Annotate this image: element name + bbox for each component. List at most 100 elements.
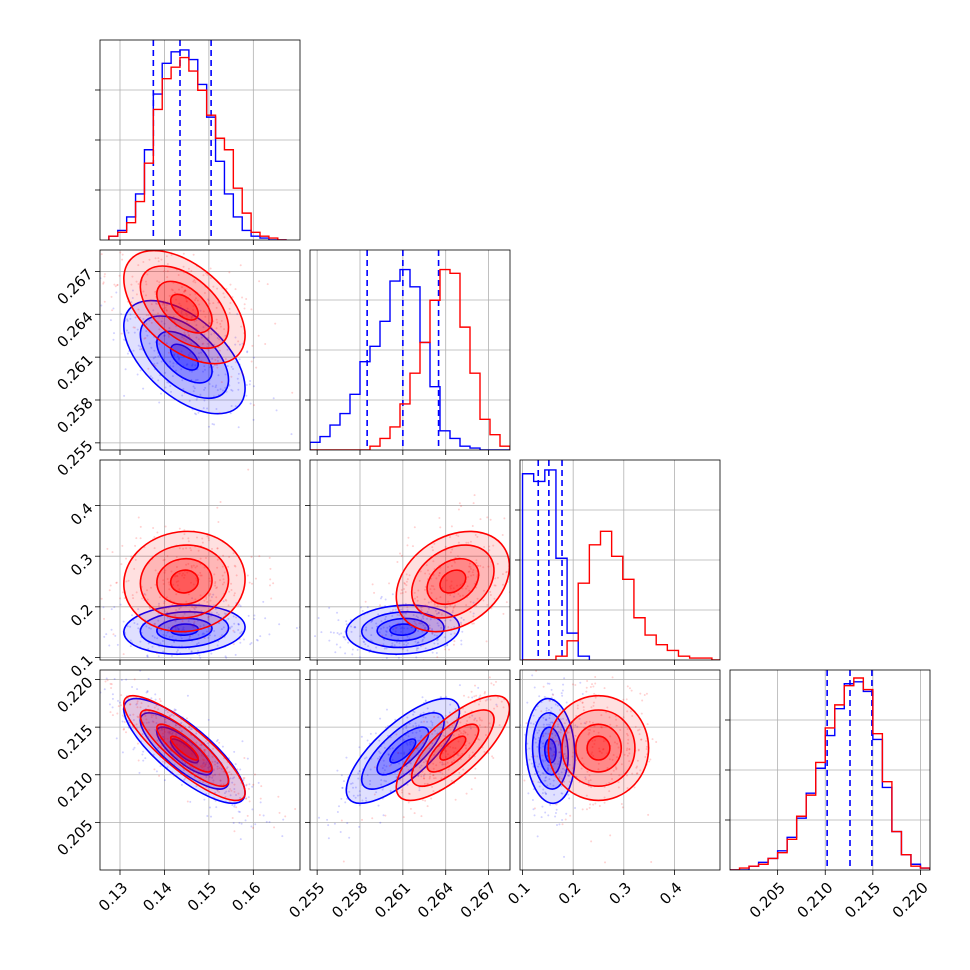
scatter-point — [432, 745, 435, 748]
scatter-point — [110, 295, 113, 298]
scatter-point — [119, 597, 122, 600]
x-tick-label: 0.4 — [656, 879, 686, 909]
scatter-point — [173, 575, 176, 578]
scatter-point — [194, 598, 197, 601]
scatter-point — [600, 752, 603, 755]
scatter-point — [221, 745, 224, 748]
scatter-point — [400, 554, 403, 557]
scatter-point — [557, 730, 560, 733]
scatter-point — [213, 332, 216, 335]
scatter-point — [146, 273, 149, 276]
scatter-point — [170, 390, 173, 393]
scatter-point — [477, 738, 480, 741]
scatter-point — [159, 765, 162, 768]
scatter-point — [125, 731, 128, 734]
scatter-point — [108, 589, 111, 592]
scatter-point — [205, 596, 208, 599]
scatter-point — [181, 716, 184, 719]
scatter-point — [155, 704, 158, 707]
scatter-point — [415, 647, 418, 650]
contour-line — [123, 604, 246, 655]
scatter-point — [174, 724, 177, 727]
scatter-point — [195, 579, 198, 582]
scatter-point — [421, 615, 424, 618]
scatter-point — [193, 608, 196, 611]
scatter-point — [157, 746, 160, 749]
density-fill — [575, 724, 622, 772]
scatter-point — [169, 360, 172, 363]
scatter-point — [540, 710, 543, 713]
scatter-point — [361, 799, 364, 802]
scatter-point — [222, 554, 225, 557]
scatter-point — [549, 803, 552, 806]
histogram-blue — [730, 681, 930, 870]
scatter-point — [255, 366, 258, 369]
scatter-point — [432, 767, 435, 770]
scatter-point — [182, 388, 185, 391]
scatter-point — [172, 583, 175, 586]
scatter-point — [633, 786, 636, 789]
contour-line — [426, 723, 480, 773]
scatter-point — [548, 713, 551, 716]
scatter-point — [375, 646, 378, 649]
scatter-point — [542, 734, 545, 737]
scatter-point — [177, 318, 180, 321]
scatter-point — [201, 541, 204, 544]
scatter-point — [237, 372, 240, 375]
scatter-point — [566, 731, 569, 734]
scatter-point — [230, 625, 233, 628]
scatter-point — [129, 703, 132, 706]
scatter-point — [345, 623, 348, 626]
scatter-point — [544, 779, 547, 782]
scatter-point — [113, 332, 116, 335]
scatter-point — [608, 716, 611, 719]
scatter-point — [377, 613, 380, 616]
scatter-point — [257, 334, 260, 337]
scatter-point — [647, 813, 650, 816]
scatter-point — [457, 508, 460, 511]
scatter-point — [182, 265, 185, 268]
scatter-point — [411, 545, 414, 548]
scatter-point — [543, 779, 546, 782]
scatter-point — [131, 275, 134, 278]
scatter-point — [215, 587, 218, 590]
scatter-point — [441, 772, 444, 775]
scatter-point — [125, 329, 128, 332]
scatter-point — [587, 782, 590, 785]
scatter-point — [219, 579, 222, 582]
scatter-point — [199, 574, 202, 577]
scatter-point — [187, 267, 190, 270]
scatter-point — [398, 614, 401, 617]
scatter-point — [171, 732, 174, 735]
scatter-point — [364, 797, 367, 800]
density-fill — [170, 739, 199, 763]
scatter-point — [630, 689, 633, 692]
scatter-point — [517, 709, 519, 711]
scatter-point — [593, 692, 596, 695]
scatter-point — [150, 713, 153, 716]
scatter-point — [277, 795, 280, 798]
scatter-point — [188, 726, 191, 729]
scatter-point — [357, 777, 360, 780]
scatter-point — [619, 729, 622, 732]
scatter-point — [395, 641, 398, 644]
scatter-point — [96, 602, 98, 604]
scatter-point — [414, 597, 417, 600]
scatter-point — [151, 363, 154, 366]
scatter-point — [164, 386, 167, 389]
scatter-point — [246, 351, 249, 354]
scatter-point — [399, 778, 402, 781]
scatter-point — [431, 721, 434, 724]
scatter-point — [228, 555, 231, 558]
scatter-point — [559, 718, 562, 721]
scatter-point — [431, 724, 434, 727]
scatter-point — [437, 624, 440, 627]
scatter-point — [387, 753, 390, 756]
scatter-point — [543, 749, 546, 752]
scatter-point — [233, 592, 236, 595]
scatter-point — [194, 281, 197, 284]
scatter-point — [111, 697, 114, 700]
scatter-point — [551, 732, 554, 735]
scatter-point — [239, 796, 242, 799]
scatter-point — [212, 604, 215, 607]
